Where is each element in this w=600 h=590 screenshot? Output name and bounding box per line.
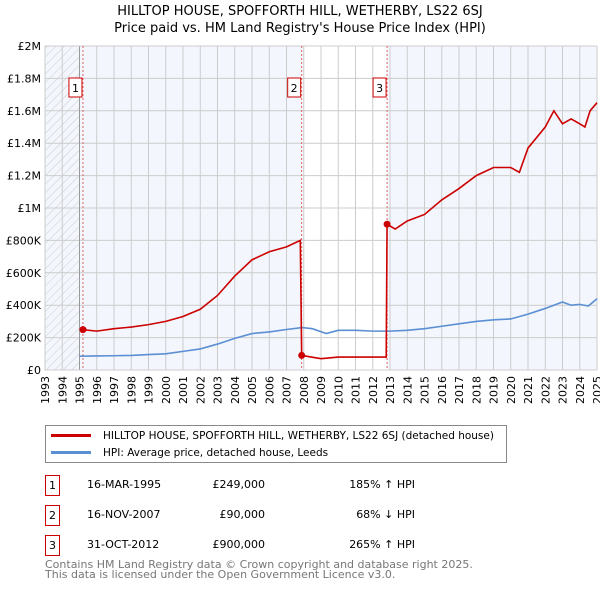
x-tick-label: 2014 [401, 376, 414, 404]
x-tick-label: 2016 [436, 376, 449, 404]
x-tick-label: 1998 [125, 376, 138, 404]
x-tick-label: 2005 [246, 376, 259, 404]
x-tick-label: 2007 [281, 376, 294, 404]
x-tick-label: 2020 [505, 376, 518, 404]
sale-hpi-diff: 68% ↓ HPI [356, 508, 415, 521]
sale-label-box [372, 77, 387, 98]
y-tick-label: £800K [6, 234, 42, 247]
x-tick-label: 2011 [350, 376, 363, 404]
sale-row: 3 31-OCT-2012 £900,000 265% ↑ HPI [45, 535, 445, 556]
x-tick-label: 2008 [298, 376, 311, 404]
sale-label: 1 [72, 82, 79, 95]
x-tick-label: 2000 [160, 376, 173, 404]
x-tick-label: 2002 [194, 376, 207, 404]
y-tick-label: £1.8M [7, 72, 41, 85]
y-tick-label: £1.2M [7, 170, 41, 183]
sale-row: 1 16-MAR-1995 £249,000 185% ↑ HPI [45, 475, 445, 496]
x-tick-label: 2024 [574, 376, 587, 404]
legend-label: HPI: Average price, detached house, Leed… [103, 446, 329, 459]
y-tick-label: £2M [18, 40, 42, 53]
x-tick-label: 2004 [229, 376, 242, 404]
chart-subtitle: Price paid vs. HM Land Registry's House … [114, 21, 486, 36]
x-tick-label: 2003 [212, 376, 225, 404]
y-tick-label: £1.4M [7, 137, 41, 150]
y-tick-label: £1.6M [7, 105, 41, 118]
y-tick-label: £1M [18, 202, 42, 215]
sale-label-box [68, 77, 83, 98]
sale-row: 2 16-NOV-2007 £90,000 68% ↓ HPI [45, 505, 445, 526]
sale-date: 16-NOV-2007 [87, 508, 161, 521]
sale-hpi-diff: 185% ↑ HPI [349, 478, 415, 491]
hpi-line [79, 298, 598, 358]
legend-swatch-red [51, 434, 91, 437]
y-tick-label: £600K [6, 267, 42, 280]
x-tick-label: 2025 [591, 376, 600, 404]
x-tick-label: 2021 [522, 376, 535, 404]
legend: HILLTOP HOUSE, SPOFFORTH HILL, WETHERBY,… [45, 425, 507, 463]
x-tick-label: 2018 [470, 376, 483, 404]
legend-label: HILLTOP HOUSE, SPOFFORTH HILL, WETHERBY,… [103, 429, 494, 442]
sale-price: £90,000 [219, 508, 266, 521]
x-tick-label: 2022 [539, 376, 552, 404]
footer-line2: This data is licensed under the Open Gov… [45, 568, 396, 581]
sale-price: £249,000 [212, 478, 266, 491]
sale-number: 3 [45, 535, 60, 556]
x-tick-label: 2009 [315, 376, 328, 404]
sale-number: 1 [45, 475, 60, 496]
x-tick-label: 1995 [74, 376, 87, 404]
sale-point [79, 326, 87, 334]
sale-hpi-diff: 265% ↑ HPI [349, 538, 415, 551]
price-chart: 1993 1994 1995 1996 1997 1998 1999 2000 2001 2002… [6, 40, 600, 404]
sale-price: £900,000 [212, 538, 266, 551]
footer: Contains HM Land Registry data © Crown c… [45, 558, 473, 581]
footer-line1: Contains HM Land Registry data © Crown c… [45, 558, 473, 571]
sale-date: 31-OCT-2012 [87, 538, 160, 551]
x-tick-label: 2012 [367, 376, 380, 404]
property-price-line [82, 102, 598, 360]
x-tick-label: 1999 [143, 376, 156, 404]
x-tick-label: 1996 [91, 376, 104, 404]
legend-swatch-blue [51, 451, 91, 454]
plot-border [44, 45, 598, 371]
legend-item-hpi: HPI: Average price, detached house, Leed… [46, 444, 328, 461]
x-tick-label: 2001 [177, 376, 190, 404]
y-tick-label: £400K [6, 299, 42, 312]
x-tick-label: 2023 [557, 376, 570, 404]
x-tick-label: 2017 [453, 376, 466, 404]
sale-date: 16-MAR-1995 [87, 478, 162, 491]
sale-label-box [287, 77, 302, 98]
x-tick-label: 2006 [263, 376, 276, 404]
sale-point [383, 220, 391, 228]
legend-item-property: HILLTOP HOUSE, SPOFFORTH HILL, WETHERBY,… [46, 427, 494, 444]
y-tick-label: £200K [6, 332, 42, 345]
x-tick-label: 2015 [419, 376, 432, 404]
x-tick-label: 1994 [56, 376, 69, 404]
x-tick-label: 2013 [384, 376, 397, 404]
sale-number: 2 [45, 505, 60, 526]
x-tick-label: 2019 [488, 376, 501, 404]
x-tick-label: 2010 [332, 376, 345, 404]
x-tick-label: 1997 [108, 376, 121, 404]
sale-label: 2 [291, 82, 298, 95]
chart-title: HILLTOP HOUSE, SPOFFORTH HILL, WETHERBY,… [117, 4, 483, 19]
y-tick-label: £0 [27, 364, 41, 377]
sale-label: 3 [376, 82, 383, 95]
sale-point [298, 351, 306, 359]
x-tick-label: 1993 [39, 376, 52, 404]
